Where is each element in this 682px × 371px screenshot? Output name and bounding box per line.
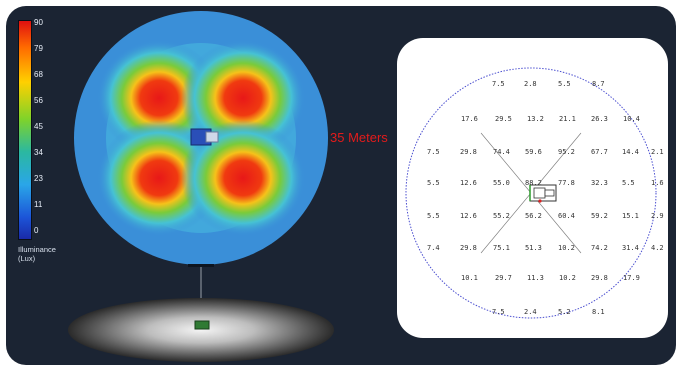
grid-value: 95.2 [558,148,575,156]
light-lobe-top-right [181,40,305,156]
grid-value: 21.1 [559,115,576,123]
grid-value: 8.7 [592,80,605,88]
grid-value: 12.6 [460,212,477,220]
grid-value: 55.2 [493,212,510,220]
grid-value: 29.7 [495,274,512,282]
light-tower-icon [194,320,210,330]
grid-value: 29.8 [460,148,477,156]
coverage-circle [405,67,657,319]
grid-value: 10.4 [623,115,640,123]
floor-disc [68,298,334,362]
grid-value: 56.2 [525,212,542,220]
grid-value: 2.4 [524,308,537,316]
illuminance-legend: 90 79 68 56 45 34 23 11 0 Illuminance (L… [18,18,78,270]
grid-value: 2.9 [651,212,664,220]
grid-value: 5.5 [558,80,571,88]
grid-value: 60.4 [558,212,575,220]
grid-value: 74.2 [591,244,608,252]
grid-value: 17.6 [461,115,478,123]
grid-value: 29.5 [495,115,512,123]
grid-value: 1.6 [651,179,664,187]
isolux-rendering [68,11,334,362]
grid-value: 29.8 [460,244,477,252]
grid-value: 8.1 [592,308,605,316]
fixture-icon [529,184,557,203]
legend-tick: 23 [34,174,43,183]
grid-value: 5.5 [427,212,440,220]
grid-value: 13.2 [527,115,544,123]
legend-tick: 11 [34,200,43,209]
grid-value: 32.3 [591,179,608,187]
illuminance-grid-panel: 7.5 2.8 5.5 8.7 17.6 29.5 13.2 21.1 26.3… [397,38,668,338]
grid-row-5: 7.4 29.8 75.1 51.3 10.2 74.2 31.4 4.2 [427,244,664,252]
grid-row-2: 7.5 29.8 74.4 59.6 95.2 67.7 14.4 2.1 [427,148,664,156]
grid-value: 10.2 [559,274,576,282]
grid-value: 26.3 [591,115,608,123]
grid-value: 75.1 [493,244,510,252]
legend-tick: 68 [34,70,43,79]
color-scale-bar [18,20,32,240]
grid-value: 77.8 [558,179,575,187]
grid-plot: 7.5 2.8 5.5 8.7 17.6 29.5 13.2 21.1 26.3… [405,67,664,319]
grid-value: 74.4 [493,148,510,156]
grid-value: 2.1 [651,148,664,156]
grid-value: 15.1 [622,212,639,220]
figure-frame: 90 79 68 56 45 34 23 11 0 Illuminance (L… [6,6,676,365]
grid-value: 55.0 [493,179,510,187]
grid-value: 5.2 [558,308,571,316]
grid-value: 7.4 [427,244,440,252]
grid-value: 7.5 [492,80,505,88]
grid-value: 31.4 [622,244,639,252]
legend-tick: 79 [34,44,43,53]
legend-tick: 56 [34,96,43,105]
legend-title: Illuminance (Lux) [18,245,56,263]
grid-value: 59.2 [591,212,608,220]
grid-value: 59.6 [525,148,542,156]
legend-tick: 0 [34,226,39,235]
grid-value: 4.2 [651,244,664,252]
grid-row-1: 17.6 29.5 13.2 21.1 26.3 10.4 [461,115,640,123]
grid-value: 51.3 [525,244,542,252]
grid-value: 12.6 [460,179,477,187]
grid-value: 11.3 [527,274,544,282]
grid-value: 88.2 [525,179,542,187]
grid-row-6: 10.1 29.7 11.3 10.2 29.8 17.9 [461,274,640,282]
grid-value: 7.5 [427,148,440,156]
grid-value: 5.5 [622,179,635,187]
grid-row-4: 5.5 12.6 55.2 56.2 60.4 59.2 15.1 2.9 [427,212,664,220]
grid-value: 10.2 [558,244,575,252]
grid-value: 29.8 [591,274,608,282]
grid-value: 67.7 [591,148,608,156]
legend-tick: 45 [34,122,43,131]
grid-row-3: 5.5 12.6 55.0 88.2 77.8 32.3 5.5 1.6 [427,179,664,187]
grid-value: 10.1 [461,274,478,282]
distance-label: 35 Meters [330,130,388,145]
grid-value: 14.4 [622,148,639,156]
grid-row-0: 7.5 2.8 5.5 8.7 [492,80,605,88]
grid-value: 2.8 [524,80,537,88]
light-lobe-bottom-right [181,120,305,236]
legend-tick: 34 [34,148,43,157]
grid-row-7: 7.5 2.4 5.2 8.1 [492,308,605,316]
grid-value: 7.5 [492,308,505,316]
grid-value: 5.5 [427,179,440,187]
legend-tick: 90 [34,18,43,27]
grid-value: 17.9 [623,274,640,282]
